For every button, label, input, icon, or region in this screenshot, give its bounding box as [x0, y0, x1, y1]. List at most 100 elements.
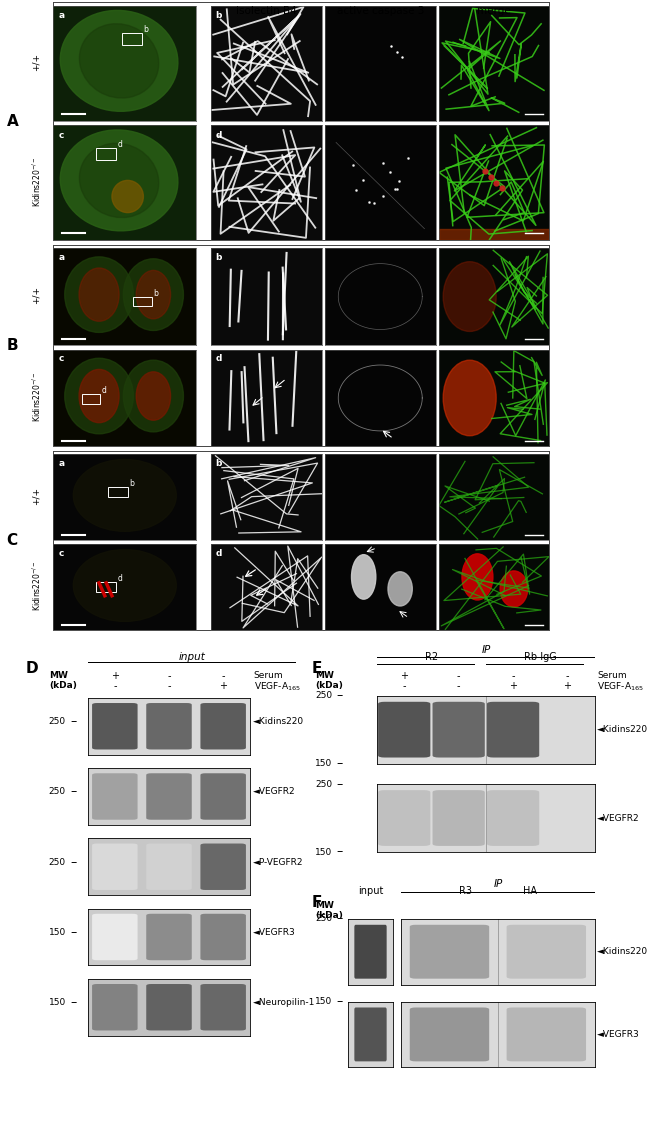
Text: A: A	[6, 113, 18, 129]
Text: -: -	[566, 671, 569, 681]
Text: ◄VEGFR2: ◄VEGFR2	[597, 813, 640, 823]
Ellipse shape	[79, 143, 159, 218]
Bar	[96, 582, 116, 593]
Text: 150: 150	[315, 847, 333, 857]
Text: -: -	[512, 671, 515, 681]
Ellipse shape	[60, 10, 178, 111]
Text: –: –	[337, 912, 343, 926]
Text: +/+: +/+	[32, 287, 41, 305]
Text: b: b	[153, 289, 159, 298]
Text: 150: 150	[49, 928, 66, 937]
Text: 150: 150	[315, 759, 333, 768]
Ellipse shape	[352, 555, 376, 599]
Text: E: E	[312, 661, 322, 675]
Text: (kDa): (kDa)	[315, 911, 343, 920]
FancyBboxPatch shape	[432, 790, 485, 846]
Text: (kDa): (kDa)	[315, 681, 343, 690]
Text: IP: IP	[481, 645, 491, 655]
FancyBboxPatch shape	[146, 702, 192, 750]
Ellipse shape	[73, 550, 176, 621]
Text: a: a	[59, 11, 65, 20]
Ellipse shape	[124, 258, 183, 331]
Text: +/+: +/+	[32, 53, 41, 71]
Text: Kidins220$^{-/-}$: Kidins220$^{-/-}$	[30, 561, 43, 612]
Text: Rb IgG: Rb IgG	[524, 651, 556, 662]
Text: –: –	[337, 757, 343, 770]
Text: d: d	[216, 548, 222, 557]
Text: isolectin B4: isolectin B4	[236, 6, 297, 16]
Text: b: b	[216, 459, 222, 468]
Ellipse shape	[443, 262, 496, 332]
Text: 250: 250	[315, 691, 332, 700]
Text: R3: R3	[459, 886, 472, 896]
Text: –: –	[337, 845, 343, 859]
Text: +/+: +/+	[32, 487, 41, 505]
Text: 150: 150	[49, 998, 66, 1007]
Text: input: input	[358, 886, 384, 896]
FancyBboxPatch shape	[146, 773, 192, 820]
Ellipse shape	[65, 257, 133, 332]
Ellipse shape	[79, 369, 119, 423]
FancyBboxPatch shape	[146, 983, 192, 1031]
Text: 250: 250	[49, 787, 66, 796]
Ellipse shape	[112, 180, 144, 213]
FancyBboxPatch shape	[354, 925, 387, 979]
Text: -: -	[222, 671, 225, 681]
Text: b: b	[144, 25, 148, 34]
Text: Kidins220$^{-/-}$: Kidins220$^{-/-}$	[30, 156, 43, 207]
Text: –: –	[70, 785, 77, 799]
Text: MW: MW	[49, 671, 68, 680]
Text: –: –	[70, 855, 77, 869]
FancyBboxPatch shape	[92, 702, 138, 750]
Text: 250: 250	[49, 858, 66, 867]
Bar	[122, 33, 142, 45]
Bar	[108, 487, 127, 497]
Bar	[133, 297, 152, 306]
FancyBboxPatch shape	[92, 773, 138, 820]
Text: -: -	[113, 681, 116, 691]
FancyBboxPatch shape	[410, 1007, 489, 1062]
Text: merge: merge	[477, 6, 511, 16]
Text: VEGF-A$_{165}$: VEGF-A$_{165}$	[597, 681, 644, 693]
FancyBboxPatch shape	[200, 773, 246, 820]
Text: b: b	[129, 479, 134, 487]
Ellipse shape	[65, 358, 133, 434]
FancyBboxPatch shape	[200, 843, 246, 891]
FancyBboxPatch shape	[432, 701, 485, 758]
Text: 150: 150	[315, 997, 333, 1006]
Text: 250: 250	[49, 717, 66, 726]
Text: 250: 250	[315, 780, 332, 789]
Text: ◄VEGFR3: ◄VEGFR3	[597, 1030, 640, 1039]
FancyBboxPatch shape	[146, 913, 192, 961]
Text: ◄VEGFR2: ◄VEGFR2	[253, 787, 296, 796]
Ellipse shape	[79, 269, 119, 322]
FancyBboxPatch shape	[487, 790, 540, 846]
Ellipse shape	[388, 572, 412, 606]
Text: C: C	[6, 533, 18, 548]
Text: -: -	[167, 681, 171, 691]
Text: MW: MW	[315, 901, 334, 910]
Text: d: d	[216, 355, 222, 364]
Text: b: b	[216, 253, 222, 262]
Ellipse shape	[443, 360, 496, 436]
Text: c: c	[59, 548, 64, 557]
Text: d: d	[118, 574, 122, 582]
FancyBboxPatch shape	[92, 843, 138, 891]
Ellipse shape	[60, 130, 178, 231]
Text: -: -	[402, 681, 406, 691]
Text: Kidins220$^{-/-}$: Kidins220$^{-/-}$	[30, 372, 43, 423]
Bar	[82, 394, 101, 403]
FancyBboxPatch shape	[92, 913, 138, 961]
FancyBboxPatch shape	[200, 702, 246, 750]
Text: c: c	[59, 131, 64, 140]
Bar	[439, 229, 549, 240]
FancyBboxPatch shape	[378, 701, 430, 758]
Text: 250: 250	[315, 914, 332, 923]
Ellipse shape	[124, 360, 183, 432]
FancyBboxPatch shape	[200, 913, 246, 961]
Bar	[96, 148, 116, 160]
FancyBboxPatch shape	[200, 983, 246, 1031]
FancyBboxPatch shape	[487, 701, 540, 758]
FancyBboxPatch shape	[378, 790, 430, 846]
Text: +: +	[564, 681, 571, 691]
